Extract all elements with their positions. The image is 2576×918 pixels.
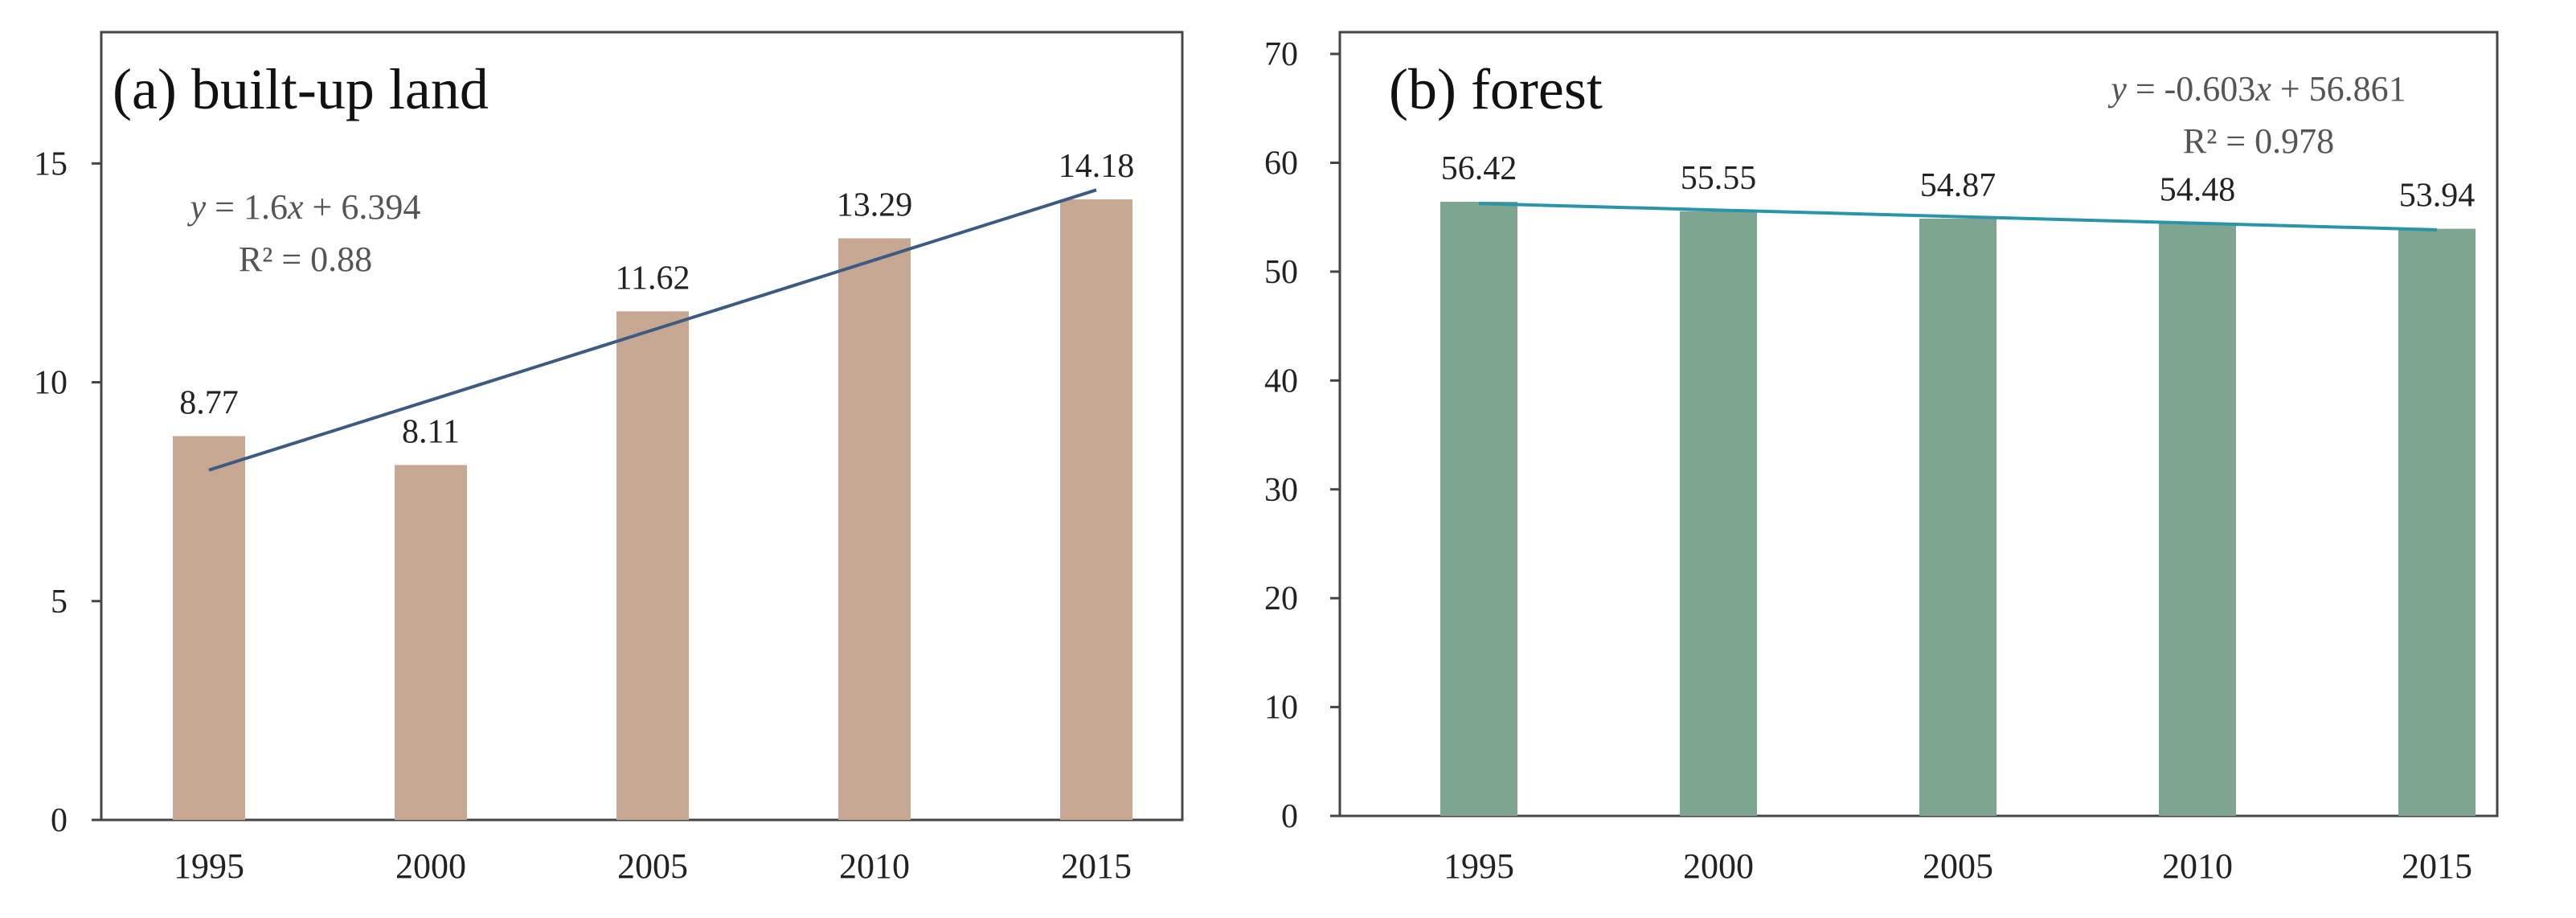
x-tick-label: 1995 xyxy=(1444,846,1514,886)
y-tick-label: 0 xyxy=(1281,798,1298,835)
bar xyxy=(1060,199,1132,820)
x-tick-label: 2005 xyxy=(617,846,688,886)
y-tick-label: 40 xyxy=(1264,363,1298,400)
bar xyxy=(2159,223,2236,816)
y-tick-label: 10 xyxy=(34,365,68,402)
panel-built-up-land: (a) built-up land 0 5 10 15 8.77 8.11 11.62 13… xyxy=(34,31,1184,886)
data-label: 56.42 xyxy=(1441,150,1517,187)
y-tick-label: 5 xyxy=(51,584,68,621)
data-label: 53.94 xyxy=(2399,178,2476,215)
data-label: 11.62 xyxy=(616,260,690,297)
trendline-group xyxy=(208,188,1097,472)
trendline xyxy=(208,188,1097,472)
data-label: 14.18 xyxy=(1059,148,1135,185)
trend-r-squared: R² = 0.978 xyxy=(2183,121,2334,161)
data-label: 13.29 xyxy=(837,186,913,223)
trendline xyxy=(1478,202,2438,232)
data-label: 8.11 xyxy=(402,413,460,450)
x-tick-label: 2010 xyxy=(2162,846,2233,886)
x-tick-label: 2015 xyxy=(1061,846,1132,886)
x-tick-label: 2015 xyxy=(2402,846,2472,886)
trend-equation: y = 1.6x + 6.394 xyxy=(187,187,421,227)
data-label: 54.87 xyxy=(1920,167,1997,204)
y-axis: 0 5 10 15 xyxy=(34,145,101,839)
bar xyxy=(173,436,245,820)
y-tick-label: 60 xyxy=(1264,145,1298,182)
x-tick-label: 2005 xyxy=(1923,846,1993,886)
bar xyxy=(1440,201,1517,816)
x-axis: 1995 2000 2005 2010 2015 xyxy=(174,846,1132,886)
data-labels: 56.42 55.55 54.87 54.48 53.94 xyxy=(1441,150,2476,215)
bar xyxy=(838,238,911,820)
data-label: 55.55 xyxy=(1681,160,1757,197)
bar xyxy=(1680,211,1757,817)
y-tick-label: 10 xyxy=(1264,690,1298,727)
panel-title: (b) forest xyxy=(1389,57,1603,121)
x-tick-label: 2000 xyxy=(1683,846,1754,886)
bars xyxy=(1440,201,2476,817)
bar xyxy=(1919,218,1997,816)
x-tick-label: 2010 xyxy=(839,846,910,886)
bar xyxy=(2398,228,2476,816)
panel-title: (a) built-up land xyxy=(113,57,489,121)
bars xyxy=(173,199,1132,820)
data-label: 8.77 xyxy=(179,385,239,422)
trend-equation: y = -0.603x + 56.861 xyxy=(2107,69,2406,109)
data-labels: 8.77 8.11 11.62 13.29 14.18 xyxy=(179,148,1134,450)
y-tick-label: 70 xyxy=(1264,36,1298,73)
x-axis: 1995 2000 2005 2010 2015 xyxy=(1444,846,2472,886)
y-tick-label: 50 xyxy=(1264,254,1298,291)
panel-frame xyxy=(1338,31,2499,818)
y-tick-label: 15 xyxy=(34,145,68,182)
y-axis: 0 10 20 30 40 50 60 70 xyxy=(1264,36,1340,835)
x-tick-label: 2000 xyxy=(395,846,466,886)
panel-forest: (b) forest 0 10 20 30 40 50 60 70 56.42 55.55 54.… xyxy=(1264,31,2499,886)
bar xyxy=(395,465,467,820)
data-label: 54.48 xyxy=(2160,171,2236,208)
y-tick-label: 0 xyxy=(51,802,68,839)
trend-r-squared: R² = 0.88 xyxy=(239,240,372,279)
y-tick-label: 20 xyxy=(1264,580,1298,617)
x-tick-label: 1995 xyxy=(174,846,244,886)
y-tick-label: 30 xyxy=(1264,472,1298,509)
trendline-group xyxy=(1478,202,2438,232)
bar xyxy=(616,311,689,820)
